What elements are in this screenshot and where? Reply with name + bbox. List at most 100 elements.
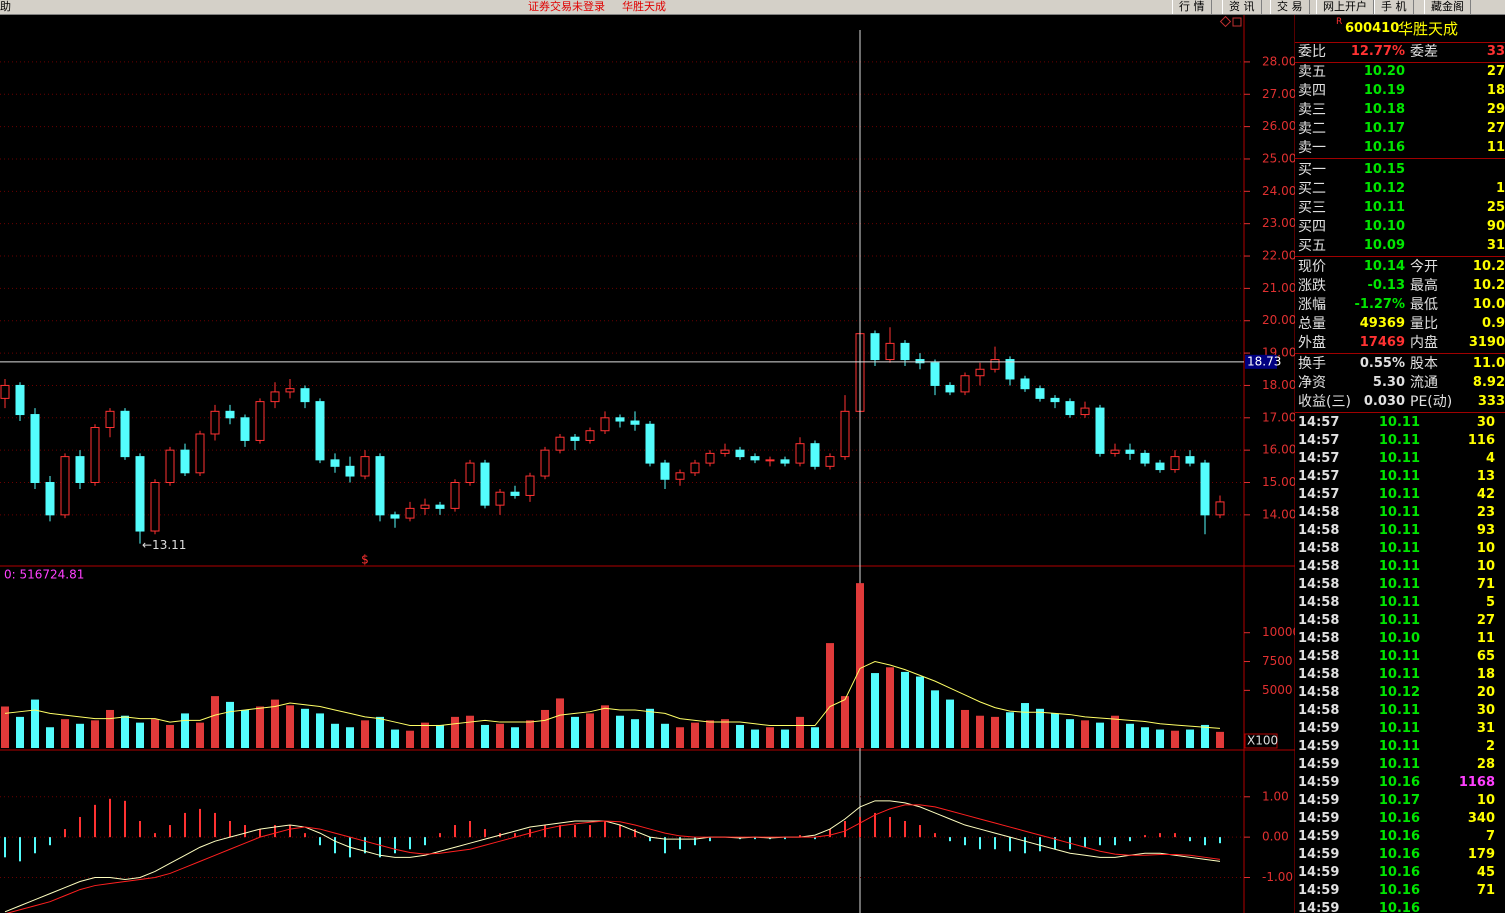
candle-body (360, 456, 370, 477)
candle-body (1170, 456, 1180, 471)
trade-time: 14:59 (1298, 811, 1340, 826)
indicator-line (4, 661, 1221, 729)
candle-body (225, 410, 235, 419)
volume-bar (511, 727, 519, 748)
order-price: 10.16 (1363, 140, 1405, 155)
trade-volume: 42 (1476, 487, 1495, 502)
volume-bar (736, 724, 744, 748)
candle-body (90, 427, 100, 483)
volume-bar (886, 667, 894, 748)
crosshair-label: 18.73 (1247, 354, 1281, 368)
candle-body (240, 417, 250, 441)
volume-bar (406, 730, 414, 748)
y-tick-label: 20.00 (1262, 313, 1295, 327)
candle-body (210, 410, 220, 435)
volume-bar (1216, 731, 1224, 748)
y-tick-label: 27.00 (1262, 87, 1295, 101)
corner-icon[interactable] (1219, 15, 1232, 28)
separator (1295, 412, 1505, 413)
quote-label: 收益(三) (1298, 394, 1351, 410)
volume-bar (451, 716, 459, 748)
volume-bar (706, 720, 714, 748)
volume-bar (271, 699, 279, 748)
volume-bar (871, 673, 879, 748)
trade-volume: 23 (1476, 505, 1495, 520)
volume-bar (556, 698, 564, 748)
y-tick-label: 21.00 (1262, 281, 1295, 295)
volume-bar (106, 709, 114, 748)
trade-price: 10.16 (1378, 883, 1420, 898)
order-label: 买五 (1298, 238, 1326, 254)
quote-label: 量比 (1410, 316, 1438, 332)
volume-bar (421, 722, 429, 748)
trade-volume: 13 (1476, 469, 1495, 484)
trade-volume: 116 (1467, 433, 1495, 448)
trade-time: 14:57 (1298, 487, 1340, 502)
candle-body (540, 449, 550, 477)
trade-price: 10.11 (1378, 703, 1420, 718)
order-volume: 27 (1486, 64, 1505, 79)
trade-price: 10.11 (1378, 739, 1420, 754)
trade-volume: 11 (1476, 631, 1495, 646)
candle-body (930, 362, 940, 386)
trade-price: 10.17 (1378, 793, 1420, 808)
candle-body (795, 443, 805, 464)
menu-tab[interactable]: 交 易 (1270, 0, 1310, 14)
corner-icon[interactable] (1232, 17, 1242, 27)
order-volume: 25 (1486, 200, 1505, 215)
y-tick-label: 28.00 (1262, 54, 1295, 68)
candle-body (1155, 462, 1165, 471)
order-label: 卖三 (1298, 102, 1326, 118)
order-price: 10.11 (1363, 200, 1405, 215)
volume-bar (1066, 719, 1074, 748)
candle-body (390, 514, 400, 519)
trade-volume: 71 (1476, 577, 1495, 592)
trade-volume: 5 (1485, 595, 1495, 610)
candle-body (750, 456, 760, 461)
trade-volume: 18 (1476, 667, 1495, 682)
candle-body (510, 491, 520, 496)
order-price: 10.19 (1363, 83, 1405, 98)
login-status: 证券交易未登录 (528, 0, 605, 13)
trade-volume: 10 (1476, 793, 1495, 808)
quote-label: 现价 (1298, 259, 1326, 275)
volume-bar (676, 727, 684, 748)
trade-time: 14:58 (1298, 703, 1340, 718)
menu-tab[interactable]: 网上开户 (1316, 0, 1374, 14)
quote-value: 10.0 (1472, 297, 1505, 312)
quote-value: 333 (1477, 394, 1505, 409)
trade-time: 14:59 (1298, 901, 1340, 913)
quote-label: 净资 (1298, 375, 1326, 391)
trade-price: 10.16 (1378, 775, 1420, 790)
indicator-line (6, 804, 1221, 913)
signal-mark: $ (361, 553, 369, 567)
candle-body (900, 342, 910, 361)
candle-body (555, 436, 565, 451)
menu-tab[interactable]: 藏金阁 (1424, 0, 1471, 14)
quote-label: 换手 (1298, 356, 1326, 372)
menu-tab[interactable]: 手 机 (1374, 0, 1414, 14)
trade-time: 14:58 (1298, 667, 1340, 682)
candle-body (1185, 456, 1195, 464)
candle-body (960, 375, 970, 393)
volume-bar (691, 722, 699, 748)
trade-price: 10.16 (1378, 865, 1420, 880)
candle-body (480, 462, 490, 506)
trade-price: 10.11 (1378, 469, 1420, 484)
trade-time: 14:58 (1298, 541, 1340, 556)
quote-label: 内盘 (1410, 335, 1438, 351)
trade-time: 14:58 (1298, 613, 1340, 628)
trade-price: 10.10 (1378, 631, 1420, 646)
quote-value: 10.2 (1472, 278, 1505, 293)
trade-time: 14:59 (1298, 793, 1340, 808)
unit-label: X100 (1247, 734, 1278, 748)
order-label: 买二 (1298, 181, 1326, 197)
candle-body (615, 417, 625, 422)
menu-tab[interactable]: 行 情 (1172, 0, 1212, 14)
menu-tab[interactable]: 资 讯 (1222, 0, 1262, 14)
quote-value: 17469 (1359, 335, 1405, 350)
trade-price: 10.11 (1378, 523, 1420, 538)
volume-bar (61, 719, 69, 748)
candle-body (735, 449, 745, 458)
order-price: 10.12 (1363, 181, 1405, 196)
